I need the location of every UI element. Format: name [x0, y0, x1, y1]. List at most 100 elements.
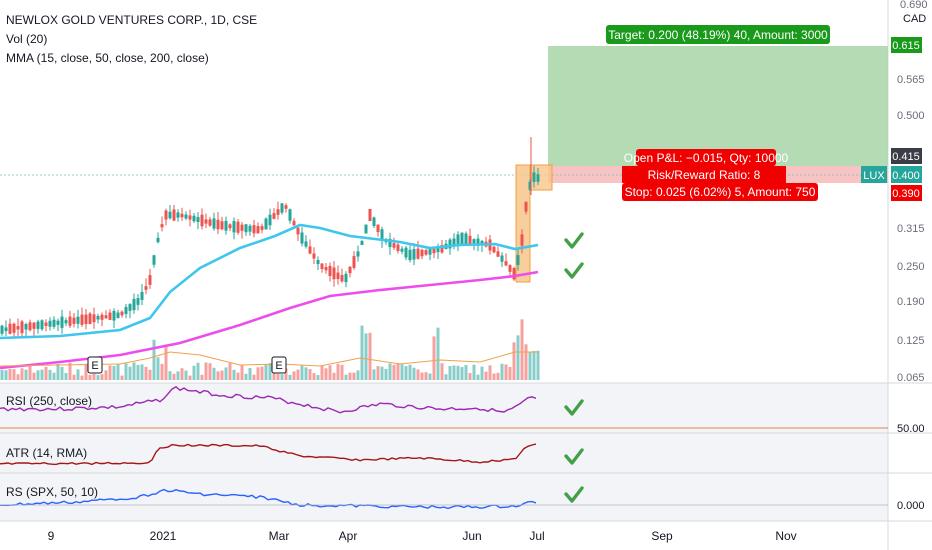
volume-bar [504, 364, 508, 380]
candle [52, 319, 56, 327]
candle [440, 245, 444, 253]
volume-bar [124, 363, 128, 380]
volume-bar [316, 375, 320, 380]
candle [96, 316, 100, 320]
candle [252, 225, 256, 234]
volume-bar [536, 350, 540, 380]
svg-text:0.415: 0.415 [892, 151, 920, 163]
time-tick: Nov [775, 529, 796, 543]
volume-bar [388, 363, 392, 380]
candle [308, 246, 312, 254]
volume-bar [384, 368, 388, 380]
mma-label: MMA (15, close, 50, close, 200, close) [6, 51, 209, 65]
rs-pane [0, 473, 888, 521]
volume-bar [416, 369, 420, 380]
volume-bar [96, 375, 100, 380]
candle [328, 265, 332, 277]
candle [468, 235, 472, 245]
volume-bar [408, 364, 412, 380]
volume-bar [156, 357, 160, 380]
candle [412, 249, 416, 260]
candle [112, 310, 116, 321]
candle [68, 316, 72, 326]
volume-bar [168, 371, 172, 380]
earnings-marker[interactable]: E [87, 356, 103, 374]
candle [136, 298, 140, 305]
time-tick: Apr [339, 529, 358, 543]
volume-bar [276, 373, 280, 380]
currency-label: CAD [903, 13, 926, 25]
volume-bar [308, 369, 312, 380]
volume-bar [0, 369, 4, 380]
price-tick: 0.690 [900, 0, 928, 11]
volume-bar [476, 374, 480, 380]
volume-bar [200, 374, 204, 380]
candle [340, 274, 344, 282]
candle [336, 272, 340, 280]
candle [424, 250, 428, 255]
candle [524, 201, 528, 212]
volume-bar [512, 342, 516, 380]
target-label[interactable]: Target: 0.200 (48.19%) 40, Amount: 3000 [606, 25, 830, 44]
position-info-label[interactable]: Open P&L: −0.015, Qty: 10000 Risk/Reward… [622, 149, 818, 201]
volume-bar [32, 372, 36, 380]
candle [176, 212, 180, 218]
candle [236, 221, 240, 233]
atr-label: ATR (14, RMA) [6, 446, 87, 460]
mma200-line [0, 270, 539, 370]
candle [504, 261, 508, 266]
candle [32, 322, 36, 329]
candle [60, 316, 64, 328]
volume-bar [432, 336, 436, 380]
rsi-line [0, 386, 537, 414]
candle [460, 232, 464, 245]
candle [332, 267, 336, 280]
candle [344, 273, 348, 283]
candle [44, 322, 48, 326]
time-tick: 2021 [150, 529, 177, 543]
volume-bar [332, 372, 336, 380]
volume-bar [244, 373, 248, 380]
candle [180, 213, 184, 218]
volume-bar [348, 372, 352, 380]
candle [416, 248, 420, 259]
volume-bar [256, 367, 260, 380]
volume-bar [224, 367, 228, 380]
volume-bar [284, 368, 288, 380]
candle [160, 224, 164, 228]
volume-bar [92, 373, 96, 380]
candle [100, 314, 104, 320]
volume-bar [212, 367, 216, 380]
volume-bar [260, 366, 264, 380]
candle [172, 209, 176, 221]
candle [492, 246, 496, 253]
candle [48, 320, 52, 327]
candle [284, 205, 288, 209]
candle [324, 266, 328, 271]
volume-bar [420, 372, 424, 380]
candle [360, 241, 364, 245]
candle [188, 215, 192, 220]
volume-bar [412, 367, 416, 380]
candle [404, 247, 408, 258]
atr-pane [0, 433, 888, 473]
volume-bar [264, 364, 268, 380]
breakout-highlight [515, 164, 531, 283]
svg-text:Risk/Reward Ratio: 8: Risk/Reward Ratio: 8 [648, 168, 761, 182]
candle [292, 220, 296, 226]
candle [16, 326, 20, 330]
time-tick: Mar [269, 529, 290, 543]
volume-bar [68, 362, 72, 380]
candle [108, 312, 112, 320]
rs-line [0, 488, 537, 510]
candle [372, 217, 376, 226]
volume-bar [148, 369, 152, 380]
candle [24, 323, 28, 330]
volume-bar [40, 369, 44, 380]
volume-bar [176, 371, 180, 380]
volume-bar [468, 373, 472, 380]
candle [156, 237, 160, 243]
earnings-marker[interactable]: E [271, 356, 287, 374]
target-zone[interactable] [548, 46, 888, 166]
